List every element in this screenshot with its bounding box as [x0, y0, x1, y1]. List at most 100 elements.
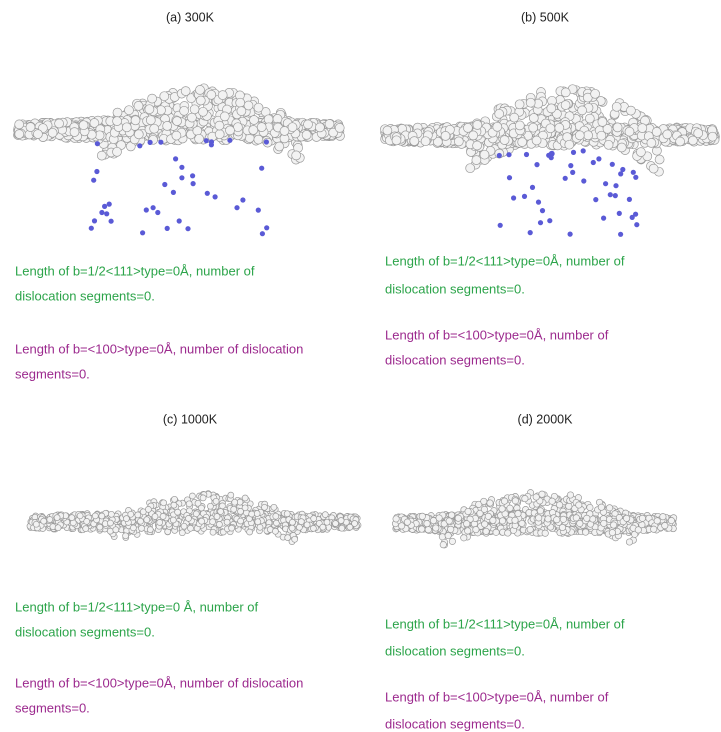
caption-111: Length of b=1/2<111>type=0Å, number of	[385, 616, 625, 631]
atom	[536, 515, 542, 521]
atom	[15, 130, 24, 139]
atom	[662, 522, 668, 528]
caption-111: dislocation segments=0.	[385, 281, 525, 296]
atom	[561, 88, 570, 97]
atom	[598, 117, 607, 126]
atom	[215, 130, 224, 139]
atom	[289, 525, 295, 531]
defect-atom	[177, 218, 182, 223]
defect-atom	[260, 231, 265, 236]
atom	[636, 148, 645, 157]
atom	[352, 521, 358, 527]
defect-atom	[630, 215, 635, 220]
defect-atom	[617, 211, 622, 216]
defect-atom	[570, 170, 575, 175]
caption-100: dislocation segments=0.	[385, 716, 525, 731]
atom	[612, 102, 621, 111]
defect-atom	[620, 167, 625, 172]
atom	[238, 518, 244, 524]
atom	[481, 498, 487, 504]
defect-atom	[204, 138, 209, 143]
atom	[55, 119, 64, 128]
defect-atom	[240, 197, 245, 202]
defect-atom	[104, 211, 109, 216]
atom	[635, 527, 641, 533]
atom	[609, 529, 615, 535]
atom	[469, 131, 478, 140]
atom	[473, 526, 479, 532]
atom	[33, 521, 39, 527]
atom	[421, 137, 430, 146]
atom	[200, 495, 206, 501]
atom	[254, 103, 263, 112]
panel-title: (b) 500K	[521, 10, 570, 24]
atom	[272, 528, 278, 534]
atom	[539, 491, 545, 497]
atom	[512, 498, 518, 504]
atom	[130, 525, 136, 531]
atom	[512, 517, 518, 523]
atom	[215, 121, 224, 130]
atom	[107, 520, 113, 526]
defect-atom	[522, 194, 527, 199]
defect-atom	[99, 210, 104, 215]
atom	[264, 115, 273, 124]
defect-atom	[627, 197, 632, 202]
atom	[654, 518, 660, 524]
atom	[157, 519, 163, 525]
atom-cluster	[14, 84, 345, 236]
atom	[148, 94, 157, 103]
atom	[172, 496, 178, 502]
atom	[339, 525, 345, 531]
defect-atom	[549, 151, 554, 156]
caption-100: Length of b=<100>type=0Å, number of disl…	[15, 675, 303, 690]
atom	[298, 519, 304, 525]
atom	[311, 516, 317, 522]
atom	[668, 517, 674, 523]
atom	[419, 526, 425, 532]
atom	[604, 140, 613, 149]
atom	[676, 137, 685, 146]
atom	[500, 136, 509, 145]
atom	[440, 542, 446, 548]
atom	[224, 519, 230, 525]
atom	[383, 126, 392, 135]
defect-atom	[158, 140, 163, 145]
atom	[433, 525, 439, 531]
defect-atom	[530, 185, 535, 190]
caption-100: segments=0.	[15, 366, 90, 381]
atom	[495, 109, 504, 118]
atom	[483, 528, 489, 534]
defect-atom	[89, 226, 94, 231]
defect-atom	[205, 191, 210, 196]
defect-atom	[107, 202, 112, 207]
atom	[578, 106, 587, 115]
atom	[315, 123, 324, 132]
defect-atom	[603, 181, 608, 186]
atom	[527, 526, 533, 532]
atom	[147, 527, 153, 533]
atom	[626, 106, 635, 115]
atom	[236, 98, 245, 107]
atom	[638, 124, 647, 133]
atom	[271, 504, 277, 510]
atom	[131, 116, 140, 125]
atom	[199, 107, 208, 116]
atom	[190, 105, 199, 114]
atom	[585, 114, 594, 123]
atom	[472, 156, 481, 165]
atom	[210, 529, 216, 535]
atom	[144, 517, 150, 523]
atom	[576, 502, 582, 508]
atom	[392, 136, 401, 145]
atom	[529, 114, 538, 123]
atom	[99, 513, 105, 519]
atom	[430, 517, 436, 523]
defect-atom	[227, 138, 232, 143]
defect-atom	[536, 200, 541, 205]
atom	[219, 503, 225, 509]
atom	[601, 520, 607, 526]
atom	[77, 513, 83, 519]
defect-atom	[631, 170, 636, 175]
defect-atom	[209, 139, 214, 144]
